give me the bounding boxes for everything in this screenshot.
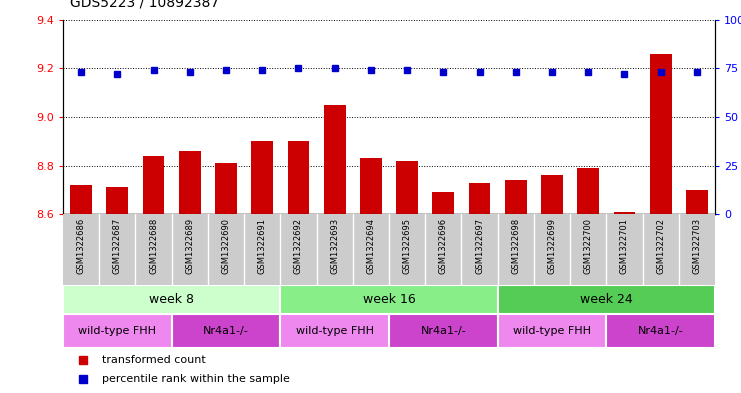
Text: week 8: week 8 xyxy=(149,293,194,306)
Bar xyxy=(577,168,599,214)
Bar xyxy=(324,105,345,214)
Bar xyxy=(498,314,606,348)
Bar xyxy=(70,185,92,214)
Text: GSM1322694: GSM1322694 xyxy=(366,218,376,274)
Text: Nr4a1-/-: Nr4a1-/- xyxy=(203,326,249,336)
Text: GSM1322687: GSM1322687 xyxy=(113,218,122,274)
Bar xyxy=(606,314,715,348)
Bar xyxy=(396,161,418,214)
Text: week 16: week 16 xyxy=(362,293,416,306)
Text: GSM1322702: GSM1322702 xyxy=(657,218,665,274)
Bar xyxy=(143,156,165,214)
Text: GSM1322696: GSM1322696 xyxy=(439,218,448,274)
Text: week 24: week 24 xyxy=(580,293,633,306)
Bar xyxy=(433,192,454,214)
Bar xyxy=(288,141,309,214)
Bar xyxy=(614,212,635,214)
Text: GSM1322695: GSM1322695 xyxy=(402,218,412,274)
Bar xyxy=(360,158,382,214)
Text: GSM1322688: GSM1322688 xyxy=(149,218,158,274)
Text: percentile rank within the sample: percentile rank within the sample xyxy=(102,374,290,384)
Bar xyxy=(63,314,172,348)
Bar xyxy=(179,151,201,214)
Text: Nr4a1-/-: Nr4a1-/- xyxy=(638,326,684,336)
Text: GSM1322699: GSM1322699 xyxy=(548,218,556,274)
Text: GDS5223 / 10892387: GDS5223 / 10892387 xyxy=(70,0,219,10)
Bar xyxy=(280,314,389,348)
Bar xyxy=(251,141,273,214)
Text: GSM1322692: GSM1322692 xyxy=(294,218,303,274)
Bar xyxy=(686,190,708,214)
Text: GSM1322686: GSM1322686 xyxy=(76,218,86,274)
Text: GSM1322701: GSM1322701 xyxy=(620,218,629,274)
Bar xyxy=(469,183,491,214)
Bar xyxy=(650,54,671,214)
Bar xyxy=(389,314,498,348)
Text: GSM1322697: GSM1322697 xyxy=(475,218,484,274)
Bar xyxy=(505,180,527,214)
Bar xyxy=(107,187,128,214)
Bar xyxy=(215,163,237,214)
Text: wild-type FHH: wild-type FHH xyxy=(296,326,373,336)
Text: GSM1322698: GSM1322698 xyxy=(511,218,520,274)
Bar xyxy=(280,285,498,314)
Text: wild-type FHH: wild-type FHH xyxy=(513,326,591,336)
Text: Nr4a1-/-: Nr4a1-/- xyxy=(420,326,466,336)
Bar xyxy=(541,175,563,214)
Text: GSM1322689: GSM1322689 xyxy=(185,218,194,274)
Text: wild-type FHH: wild-type FHH xyxy=(79,326,156,336)
Text: GSM1322690: GSM1322690 xyxy=(222,218,230,274)
Bar xyxy=(63,285,280,314)
Text: transformed count: transformed count xyxy=(102,354,206,365)
Bar xyxy=(172,314,280,348)
Text: GSM1322691: GSM1322691 xyxy=(258,218,267,274)
Bar xyxy=(498,285,715,314)
Text: GSM1322693: GSM1322693 xyxy=(330,218,339,274)
Text: GSM1322700: GSM1322700 xyxy=(584,218,593,274)
Text: GSM1322703: GSM1322703 xyxy=(692,218,702,274)
